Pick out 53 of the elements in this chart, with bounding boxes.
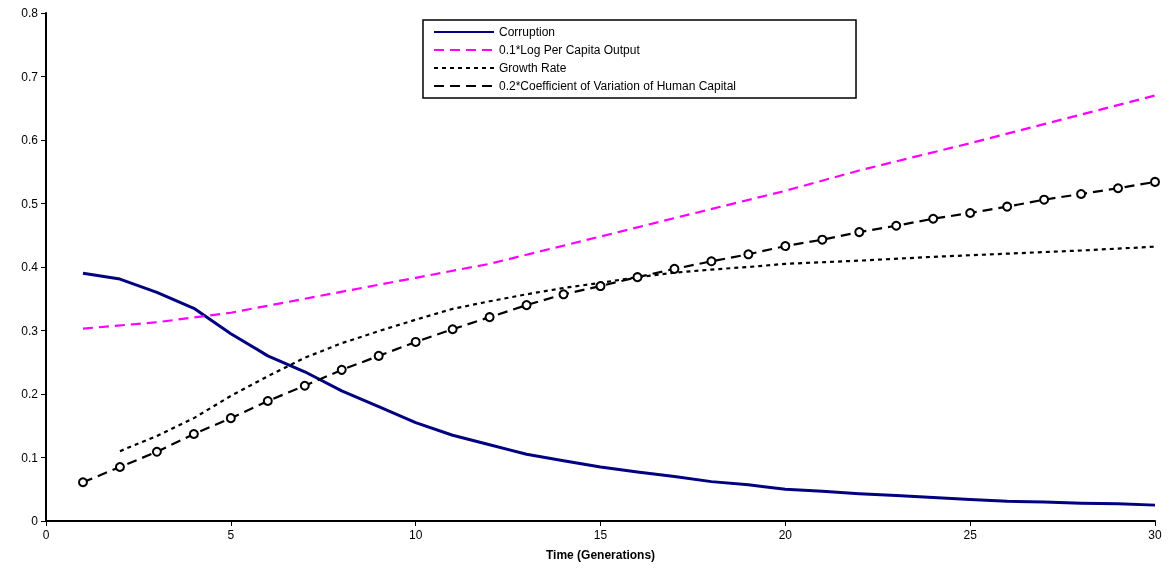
point [1150, 176, 1160, 187]
x-tick-label: 5 [227, 528, 235, 542]
point [77, 477, 88, 488]
x-tick-label: 15 [593, 528, 608, 542]
point [1039, 194, 1050, 205]
x-tick-label: 0 [42, 528, 50, 542]
point [669, 263, 680, 274]
point [928, 213, 939, 224]
point [373, 350, 384, 361]
point [188, 429, 199, 439]
point [558, 289, 569, 300]
point [299, 380, 310, 391]
line-series [81, 94, 1157, 330]
legend-label: 0.1*Log Per Capita Output [498, 43, 641, 57]
point [595, 281, 606, 292]
y-tick-label: 0.7 [21, 69, 39, 84]
x-axis-title: Time (Generations) [545, 548, 656, 562]
y-tick-label: 0.4 [21, 260, 39, 274]
point [1076, 188, 1087, 199]
point [410, 336, 421, 347]
y-tick-label: 0.2 [21, 387, 39, 401]
y-tick-label: 0.5 [21, 196, 39, 211]
point [891, 220, 902, 231]
line-series [81, 271, 1157, 507]
x-tick-label: 20 [778, 528, 793, 542]
point [336, 364, 347, 375]
point [447, 324, 458, 335]
legend-label: Corruption [498, 25, 556, 39]
x-tick-label: 10 [408, 528, 423, 542]
y-tick-label: 0 [31, 514, 39, 528]
point [706, 256, 717, 267]
point [965, 208, 976, 219]
y-tick-label: 0.8 [21, 6, 39, 20]
legend-label: Growth Rate [498, 61, 567, 75]
y-tick-label: 0.3 [21, 323, 39, 338]
point [817, 234, 828, 245]
point [1002, 201, 1013, 212]
point [1113, 183, 1124, 194]
point [114, 462, 125, 473]
point [632, 272, 643, 283]
point [743, 249, 754, 260]
x-tick-label: 25 [963, 528, 978, 542]
point [225, 413, 236, 424]
point [780, 241, 791, 252]
point [484, 312, 495, 323]
point [151, 446, 162, 457]
point [854, 227, 865, 238]
y-tick-label: 0.6 [21, 133, 39, 147]
legend-label: 0.2*Coefficient of Variation of Human Capital [498, 79, 737, 93]
y-tick-label: 0.1 [21, 450, 39, 465]
x-tick-label: 30 [1148, 528, 1162, 542]
point [262, 395, 273, 406]
point [521, 300, 532, 311]
